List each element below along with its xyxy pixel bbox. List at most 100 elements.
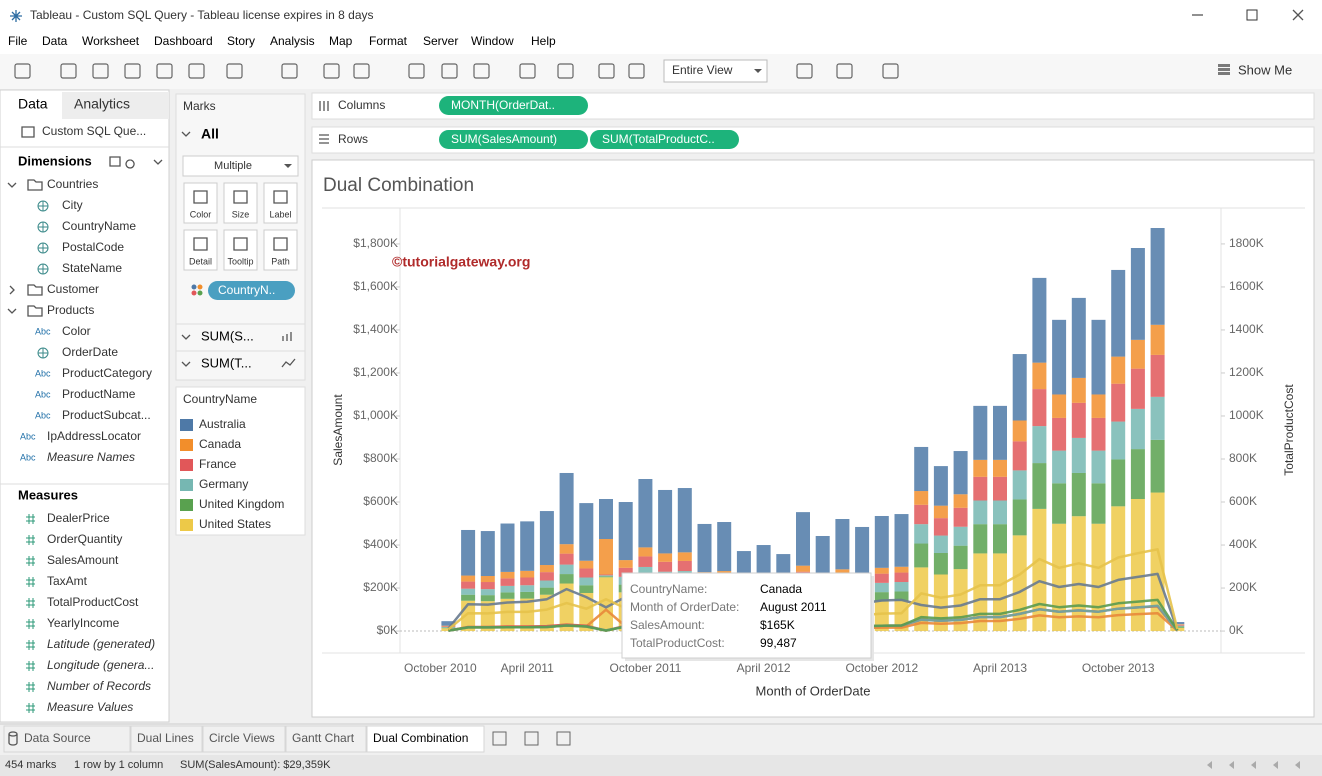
marks-caret [181, 131, 191, 137]
x-tick-label: April 2012 [737, 661, 791, 675]
measure-field[interactable]: YearlyIncome [47, 616, 120, 630]
dimension-field[interactable]: ProductName [62, 387, 136, 401]
dimension-field[interactable]: Color [62, 324, 91, 338]
folder-label[interactable]: Customer [47, 282, 99, 296]
legend-swatch [180, 519, 193, 531]
window-title: Tableau - Custom SQL Query - Tableau lic… [30, 8, 374, 22]
marks-title: Marks [183, 99, 216, 113]
folder-label[interactable]: Countries [47, 177, 98, 191]
dimension-field[interactable]: OrderDate [62, 345, 118, 359]
new-sheet-button[interactable] [524, 731, 539, 746]
bar-segment [480, 582, 495, 590]
toolbar-button[interactable] [124, 63, 141, 79]
dimension-field[interactable]: ProductCategory [62, 366, 152, 380]
new-sheet-button[interactable] [492, 731, 507, 746]
toolbar-button[interactable] [156, 63, 173, 79]
menu-item[interactable]: Help [531, 34, 556, 48]
toolbar-button[interactable] [441, 63, 458, 79]
toolbar-button[interactable] [188, 63, 205, 79]
show-me-button[interactable]: Show Me [1238, 62, 1292, 77]
new-sheet-button[interactable] [556, 731, 571, 746]
y2-tick-label: 1400K [1229, 322, 1264, 336]
pill[interactable] [208, 281, 295, 300]
marks-card-tab[interactable]: SUM(S... [201, 328, 254, 343]
menu-item[interactable]: Story [227, 34, 255, 48]
toolbar-button[interactable] [628, 63, 645, 79]
shelf-pill[interactable] [439, 96, 588, 115]
sheet-tab[interactable] [130, 725, 203, 753]
columns-icon [319, 101, 329, 111]
measure-field[interactable]: SalesAmount [47, 553, 119, 567]
measure-field[interactable]: Measure Values [47, 700, 133, 714]
nav-button[interactable] [1295, 761, 1300, 769]
menu-item[interactable]: Window [471, 34, 514, 48]
dimension-field[interactable]: CountryName [62, 219, 136, 233]
field-type-icon: Abc [35, 389, 51, 399]
toolbar-button[interactable] [796, 63, 813, 79]
toolbar-button[interactable] [598, 63, 615, 79]
data-tab[interactable]: Data [18, 96, 48, 112]
measure-field[interactable]: DealerPrice [47, 511, 110, 525]
mark-type[interactable]: Multiple [214, 160, 252, 172]
nav-button[interactable] [1273, 761, 1278, 769]
menu-item[interactable]: Data [42, 34, 68, 48]
measure-field[interactable]: TaxAmt [47, 574, 88, 588]
measure-field[interactable]: OrderQuantity [47, 532, 122, 546]
bar-segment [855, 526, 870, 574]
toolbar-button[interactable] [60, 63, 77, 79]
folder-label[interactable]: Products [47, 303, 94, 317]
nav-button[interactable] [1207, 761, 1212, 769]
sheet-tab[interactable] [366, 725, 485, 753]
bar-segment [717, 522, 732, 572]
marks-card-tab[interactable]: SUM(T... [201, 355, 252, 370]
dimension-field[interactable]: IpAddressLocator [47, 429, 141, 443]
measure-field[interactable]: Number of Records [47, 679, 151, 693]
toolbar-button[interactable] [226, 63, 243, 79]
shelf-pill[interactable] [590, 130, 739, 149]
bar-segment [1111, 459, 1126, 507]
measure-field[interactable]: TotalProductCost [47, 595, 139, 609]
field-type-icon: Abc [35, 368, 51, 378]
measure-field[interactable]: Longitude (genera... [47, 658, 154, 672]
menu-item[interactable]: Dashboard [154, 34, 213, 48]
toolbar-button[interactable] [557, 63, 574, 79]
toolbar-button[interactable] [519, 63, 536, 79]
analytics-tab[interactable]: Analytics [74, 96, 130, 112]
toolbar-button[interactable] [323, 63, 340, 79]
menu-item[interactable]: Format [369, 34, 408, 48]
dimension-field[interactable]: PostalCode [62, 240, 124, 254]
nav-button[interactable] [1251, 761, 1256, 769]
menu-item[interactable]: Map [329, 34, 353, 48]
menu-item[interactable]: File [8, 34, 28, 48]
dimension-field[interactable]: Measure Names [47, 450, 135, 464]
sheet-tab[interactable] [202, 725, 286, 753]
dimension-field[interactable]: City [62, 198, 83, 212]
nav-button[interactable] [1229, 761, 1234, 769]
toolbar-button[interactable] [408, 63, 425, 79]
bar-segment [559, 574, 574, 584]
menu-item[interactable]: Server [423, 34, 458, 48]
card-caret [181, 361, 191, 367]
toolbar-button[interactable] [882, 63, 899, 79]
toolbar-button[interactable] [473, 63, 490, 79]
pill-label: CountryN.. [218, 283, 275, 297]
toolbar-button[interactable] [353, 63, 370, 79]
bar-segment [559, 564, 574, 575]
toolbar-button[interactable] [281, 63, 298, 79]
bar-segment [599, 574, 613, 576]
toolbar-button[interactable] [92, 63, 109, 79]
measure-field[interactable]: Latitude (generated) [47, 637, 155, 651]
measure-icon [26, 703, 35, 713]
toolbar-button[interactable] [14, 63, 31, 79]
dimension-field[interactable]: ProductSubcat... [62, 408, 151, 422]
menu-item[interactable]: Analysis [270, 34, 315, 48]
toolbar-button[interactable] [836, 63, 853, 79]
y2-tick-label: 1000K [1229, 408, 1264, 422]
sheet-tab[interactable] [3, 725, 131, 753]
fit-label[interactable]: Entire View [672, 63, 733, 77]
sheet-tab[interactable] [285, 725, 367, 753]
shelf-pill[interactable] [439, 130, 588, 149]
menu-item[interactable]: Worksheet [82, 34, 140, 48]
dimension-field[interactable]: StateName [62, 261, 122, 275]
mark-button-label: Size [232, 209, 250, 219]
